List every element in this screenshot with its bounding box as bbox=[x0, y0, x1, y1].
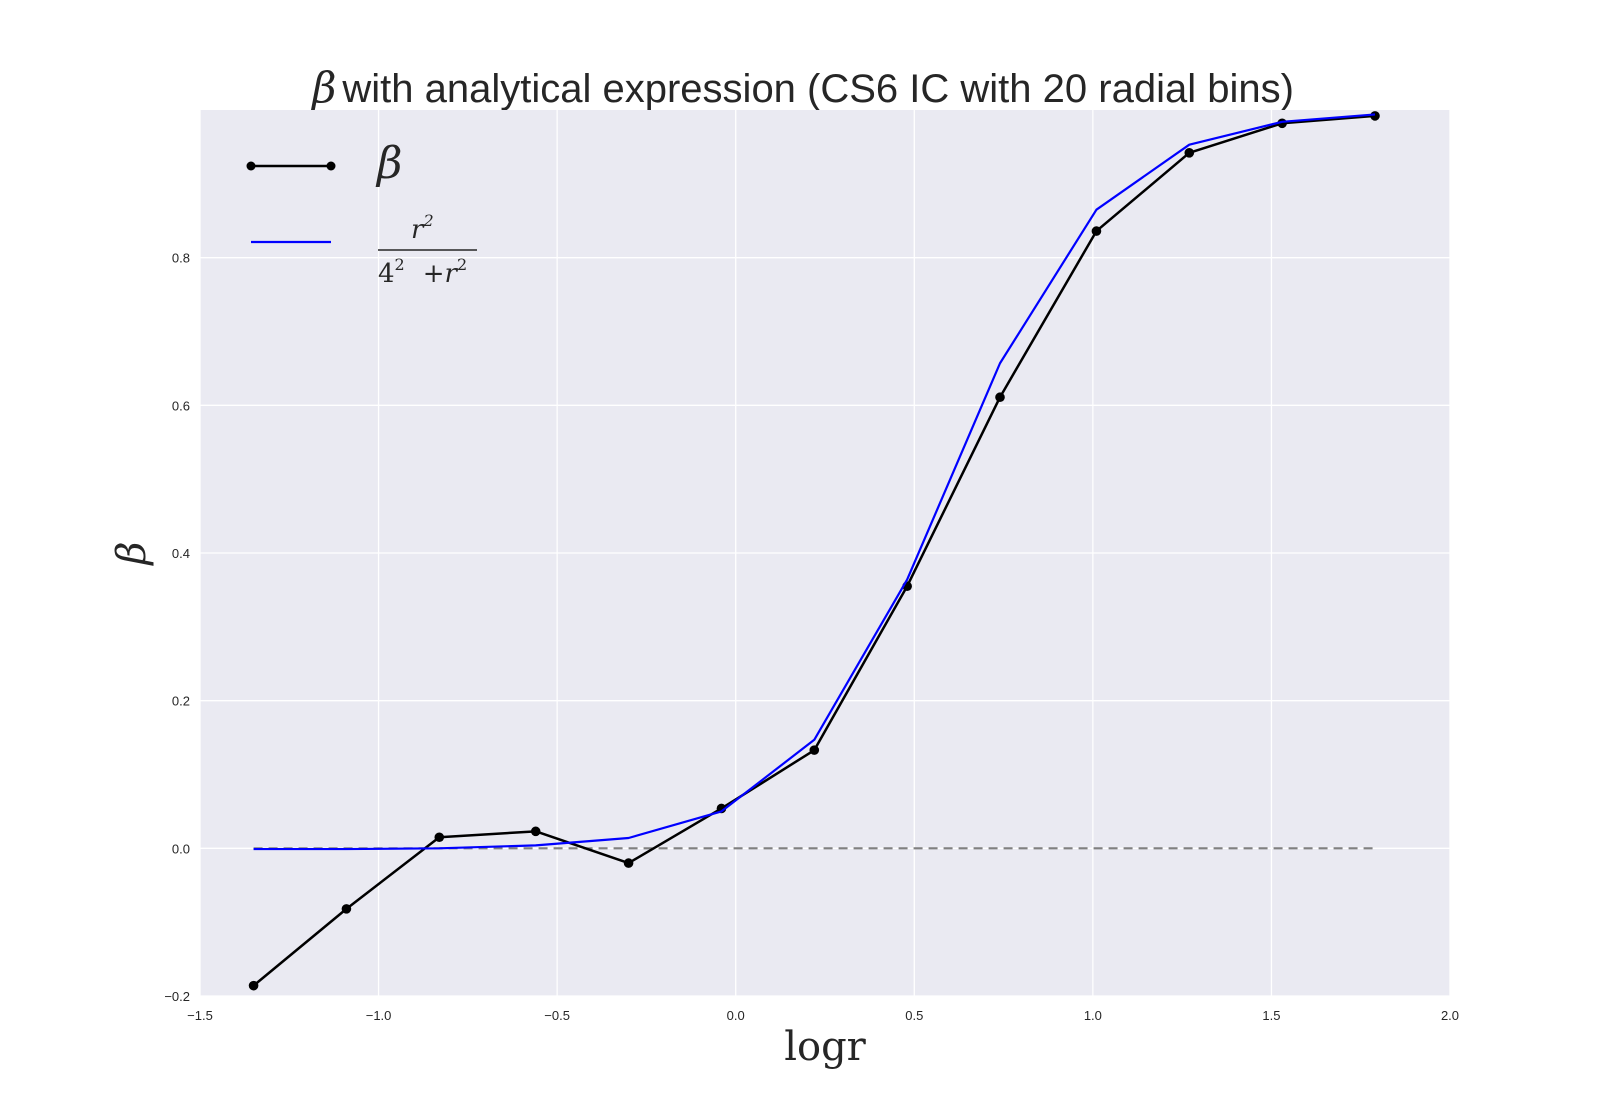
chart-title: β with analytical expression (CS6 IC with… bbox=[310, 63, 1294, 112]
legend-beta-label: β bbox=[375, 138, 402, 189]
y-tick-label: 0.6 bbox=[172, 398, 190, 413]
beta-data-point bbox=[1184, 148, 1195, 158]
beta-data-point bbox=[341, 904, 352, 914]
legend-beta-marker-right bbox=[326, 161, 336, 171]
beta-data-point bbox=[1370, 111, 1380, 121]
legend-beta-marker-left bbox=[246, 161, 256, 171]
series-group bbox=[248, 111, 1380, 991]
fraction-denominator: 42 +r2 bbox=[378, 255, 467, 289]
x-tick-label: 2.0 bbox=[1441, 1008, 1459, 1023]
beta-data-point bbox=[434, 832, 445, 843]
analytic-line bbox=[253, 113, 1376, 851]
y-axis-label: β bbox=[109, 541, 155, 566]
beta-data-point bbox=[248, 980, 259, 991]
y-tick-label: 0.0 bbox=[172, 841, 190, 856]
beta-data-point bbox=[530, 826, 541, 837]
y-tick-label: 0.4 bbox=[172, 546, 190, 561]
x-tick-label: −1.5 bbox=[187, 1008, 213, 1023]
beta-data-point bbox=[623, 858, 634, 868]
x-tick-label: −0.5 bbox=[544, 1008, 570, 1023]
x-tick-label: 0.0 bbox=[727, 1008, 745, 1023]
legend-analytic-formula: r2 42 +r2 bbox=[378, 211, 477, 289]
chart-title-symbol: β bbox=[310, 63, 336, 112]
y-tick-label: −0.2 bbox=[164, 989, 190, 1004]
x-tick-label: 1.5 bbox=[1262, 1008, 1280, 1023]
beta-data-point bbox=[995, 392, 1005, 403]
y-tick-label: 0.2 bbox=[172, 694, 190, 709]
fraction-numerator: r2 bbox=[411, 211, 434, 245]
x-tick-label: 1.0 bbox=[1084, 1008, 1102, 1023]
x-tick-label: 0.5 bbox=[905, 1008, 923, 1023]
beta-data-point bbox=[1091, 226, 1102, 236]
y-tick-label: 0.8 bbox=[172, 251, 190, 266]
x-axis-ticks: −1.5 −1.0 −0.5 0.0 0.5 1.0 1.5 2.0 bbox=[187, 1008, 1459, 1023]
x-tick-label: −1.0 bbox=[366, 1008, 392, 1023]
y-axis-ticks: −0.2 0.0 0.2 0.4 0.6 0.8 bbox=[164, 251, 190, 1004]
x-axis-label: logr bbox=[784, 1024, 866, 1070]
series-analytic bbox=[253, 113, 1376, 851]
legend: β r2 42 +r2 bbox=[246, 138, 477, 289]
chart-title-text: with analytical expression (CS6 IC with … bbox=[341, 67, 1294, 111]
beta-data-point bbox=[809, 745, 820, 755]
